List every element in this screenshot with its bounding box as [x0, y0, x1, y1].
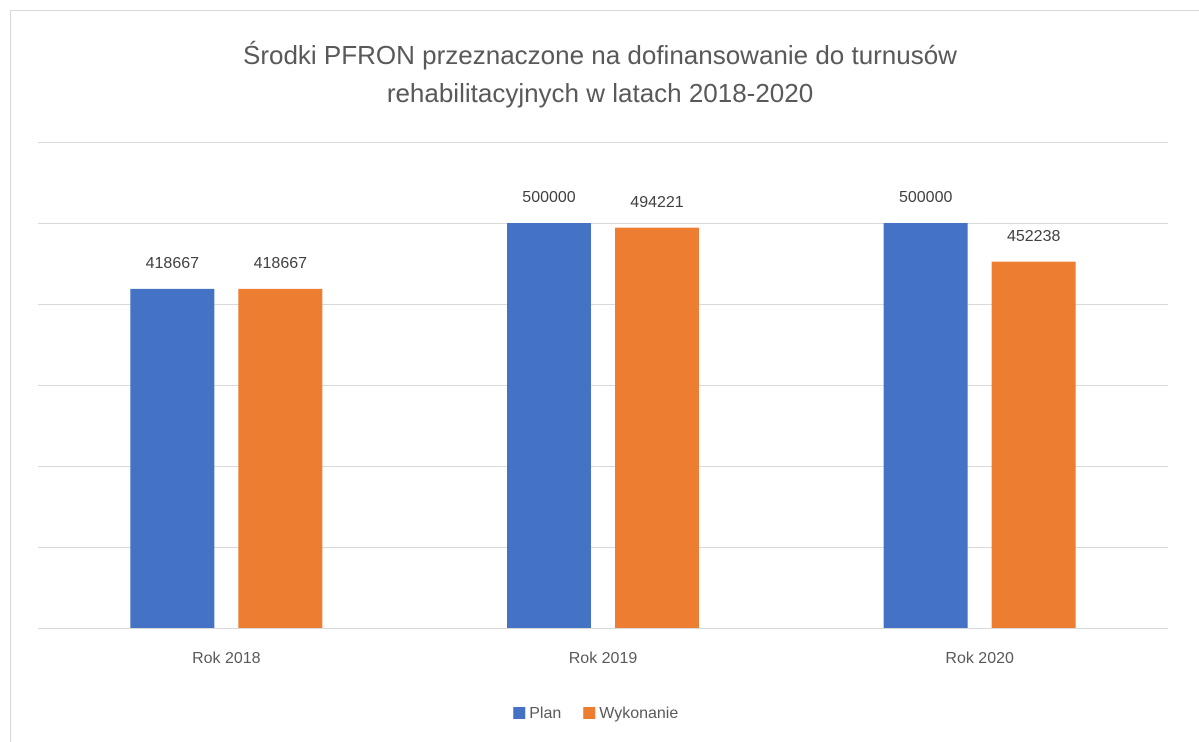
data-label: 418667 — [254, 255, 307, 272]
legend-label: Wykonanie — [599, 705, 678, 722]
chart-title: Środki PFRON przeznaczone na dofinansowa… — [243, 40, 957, 108]
x-tick-label: Rok 2020 — [945, 650, 1014, 667]
data-label: 500000 — [899, 189, 952, 206]
x-tick-label: Rok 2019 — [569, 650, 638, 667]
bar — [507, 223, 591, 628]
data-label: 500000 — [522, 189, 575, 206]
x-tick-label: Rok 2018 — [192, 650, 261, 667]
bar — [991, 261, 1076, 628]
chart-border — [10, 10, 1199, 742]
legend-swatch — [583, 707, 596, 719]
data-label: 418667 — [146, 255, 199, 272]
bar — [883, 223, 968, 628]
legend-label: Plan — [529, 705, 561, 722]
legend-swatch — [513, 707, 526, 719]
bar — [615, 227, 699, 629]
data-label: 494221 — [630, 194, 683, 211]
bar — [130, 288, 215, 628]
bar — [238, 288, 323, 628]
data-label: 452238 — [1007, 228, 1060, 245]
